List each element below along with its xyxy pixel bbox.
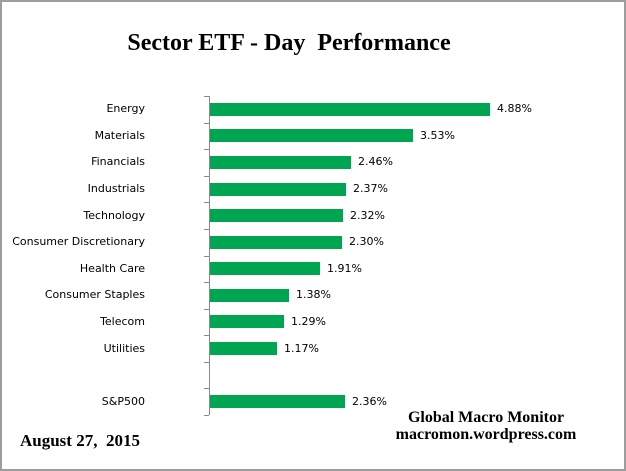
- axis-tick: [204, 229, 209, 230]
- category-label: Consumer Staples: [44, 288, 145, 301]
- value-label: 2.37%: [353, 182, 388, 195]
- bar: [210, 262, 320, 275]
- value-label: 1.38%: [296, 288, 331, 301]
- value-label: 1.91%: [327, 262, 362, 275]
- axis-tick: [204, 415, 209, 416]
- category-label: Health Care: [79, 262, 145, 275]
- category-axis: [209, 96, 210, 415]
- bar: [210, 209, 343, 222]
- axis-tick: [204, 335, 209, 336]
- category-label: Financials: [91, 155, 145, 168]
- bar: [210, 395, 345, 408]
- chart-title: Sector ETF - Day Performance: [127, 30, 451, 56]
- footer-date: August 27, 2015: [20, 431, 140, 450]
- bar: [210, 183, 346, 196]
- attribution-line2: macromon.wordpress.com: [395, 426, 577, 443]
- bar: [210, 129, 413, 142]
- category-label: Telecom: [100, 315, 145, 328]
- axis-tick: [204, 282, 209, 283]
- axis-tick: [204, 362, 209, 363]
- value-label: 2.32%: [350, 209, 385, 222]
- axis-tick: [204, 309, 209, 310]
- value-label: 2.46%: [358, 155, 393, 168]
- axis-tick: [204, 123, 209, 124]
- bar: [210, 315, 284, 328]
- category-label: Consumer Discretionary: [12, 235, 145, 248]
- value-label: 1.29%: [291, 315, 326, 328]
- value-label: 4.88%: [497, 102, 532, 115]
- value-label: 3.53%: [420, 129, 455, 142]
- category-label: Utilities: [103, 342, 145, 355]
- value-label: 2.36%: [352, 395, 387, 408]
- axis-tick: [204, 149, 209, 150]
- category-label: Energy: [106, 102, 145, 115]
- axis-tick: [204, 176, 209, 177]
- category-label: S&P500: [101, 395, 145, 408]
- category-label: Industrials: [87, 182, 145, 195]
- bar: [210, 342, 277, 355]
- category-label: Technology: [83, 209, 145, 222]
- bar: [210, 156, 351, 169]
- bar: [210, 103, 490, 116]
- value-label: 2.30%: [349, 235, 384, 248]
- axis-tick: [204, 96, 209, 97]
- attribution-line1: Global Macro Monitor: [407, 409, 565, 426]
- bar: [210, 289, 289, 302]
- category-label: Materials: [94, 129, 145, 142]
- attribution: Global Macro Monitor macromon.wordpress.…: [362, 409, 610, 443]
- value-label: 1.17%: [284, 342, 319, 355]
- bar: [210, 236, 342, 249]
- axis-tick: [204, 256, 209, 257]
- axis-tick: [204, 388, 209, 389]
- axis-tick: [204, 202, 209, 203]
